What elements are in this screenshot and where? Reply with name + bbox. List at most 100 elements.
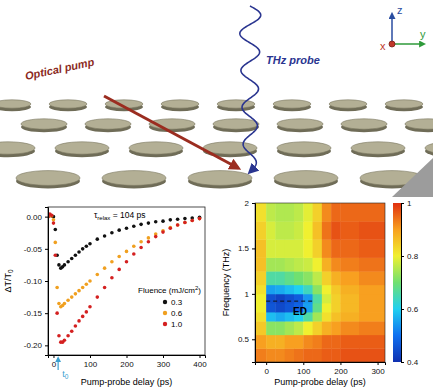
tick-mark — [252, 339, 255, 340]
axis-z-label: z — [397, 4, 403, 16]
heatmap-cell — [322, 271, 332, 285]
tick-label: 0.00 — [26, 213, 42, 222]
data-point — [88, 242, 92, 246]
heatmap-cell — [275, 348, 285, 362]
disc — [425, 142, 433, 154]
heatmap-cell — [255, 312, 267, 321]
tick-mark — [200, 355, 201, 358]
data-point — [117, 255, 121, 259]
heatmap-cell — [313, 203, 323, 222]
tick-label: 0.8 — [407, 252, 419, 261]
disc — [405, 119, 433, 129]
data-point — [190, 219, 194, 223]
disc — [274, 171, 338, 186]
tick: 200 — [334, 362, 348, 376]
axis-y-label: y — [420, 28, 426, 40]
heatmap-cell — [340, 348, 359, 362]
heatmap-cell — [255, 258, 267, 272]
disc — [188, 171, 252, 186]
tick-label: 0.6 — [407, 305, 419, 314]
heatmap-cell — [294, 258, 304, 272]
heatmap-cell — [266, 221, 276, 240]
heatmap-cell — [303, 348, 313, 362]
axis-x-dot — [389, 41, 395, 47]
tick-mark — [45, 249, 48, 250]
data-point — [125, 260, 129, 264]
tick-mark — [401, 256, 404, 257]
heatmap-cell — [294, 294, 304, 303]
tick-label: 100 — [84, 360, 98, 369]
data-point — [183, 221, 187, 225]
heatmap-chart: ED01002003000.511.52Pump-probe delay (ps… — [221, 199, 419, 387]
heatmap-cell — [275, 271, 285, 285]
data-points — [48, 212, 201, 344]
data-point — [176, 223, 180, 227]
tick-mark — [266, 362, 267, 365]
heatmap-cell — [331, 258, 341, 272]
heatmap-cell — [275, 321, 285, 335]
heatmap-cell — [359, 348, 385, 362]
legend: Fluence (mJ/cm2)0.30.61.0 — [138, 285, 201, 329]
data-point — [176, 223, 180, 227]
tick-label: 1 — [407, 199, 412, 208]
heatmap-cell — [294, 285, 304, 294]
tick-label: 0.4 — [407, 358, 419, 367]
heatmap-cell — [340, 285, 359, 294]
heatmap-cell — [340, 312, 359, 321]
heatmap-cell — [285, 258, 295, 272]
probe-label: THz probe — [266, 54, 320, 66]
tick-mark — [45, 345, 48, 346]
heatmap-cell — [275, 294, 285, 303]
tick-mark — [340, 362, 341, 365]
heatmap-cell — [294, 348, 304, 362]
tick: 300 — [371, 362, 385, 376]
data-point — [85, 282, 89, 286]
data-point — [147, 240, 151, 244]
data-point — [57, 334, 61, 338]
heatmap-cell — [275, 303, 285, 312]
data-point — [70, 257, 74, 261]
tick: 200 — [120, 355, 134, 369]
heatmap-cell — [359, 294, 385, 303]
figure: Optical pumpTHz probexyz0100200300400-0.… — [0, 0, 433, 389]
data-point — [55, 311, 59, 315]
data-point — [63, 263, 67, 267]
heatmap-cell — [340, 271, 359, 285]
heatmap-cell — [340, 258, 359, 272]
data-point — [66, 299, 70, 303]
data-point — [169, 226, 173, 230]
data-point — [125, 226, 129, 230]
heatmap-cell — [294, 221, 304, 240]
disc — [0, 100, 31, 108]
tick: 400 — [193, 355, 207, 369]
heatmap-cell — [340, 321, 359, 335]
disc — [385, 100, 423, 108]
tick-label: 200 — [334, 367, 348, 376]
tick: 0.00 — [26, 213, 48, 222]
data-point — [74, 292, 78, 296]
heatmap-cell — [275, 239, 285, 258]
tick-label: 1.5 — [238, 244, 250, 253]
heatmap-cell — [255, 203, 267, 222]
plot-frame — [255, 203, 385, 362]
heatmap-cell — [303, 335, 313, 349]
heatmap-cell — [275, 258, 285, 272]
tick-mark — [401, 362, 404, 363]
heatmap-cell — [313, 271, 323, 285]
tick-mark — [45, 313, 48, 314]
tick-mark — [401, 203, 404, 204]
tick-label: 400 — [193, 360, 207, 369]
data-point — [103, 286, 107, 290]
data-point — [161, 230, 165, 234]
data-point — [169, 218, 173, 222]
heatmap-cell — [266, 348, 276, 362]
heatmap-cell — [331, 303, 341, 312]
data-point — [110, 231, 114, 235]
tick-label: 2 — [245, 199, 250, 208]
tick-label: 300 — [371, 367, 385, 376]
axis-line — [252, 204, 256, 363]
heatmap-cell — [255, 294, 267, 303]
data-point — [132, 225, 136, 229]
heatmap-cell — [340, 303, 359, 312]
x-axis: 0100200300 — [256, 362, 386, 376]
